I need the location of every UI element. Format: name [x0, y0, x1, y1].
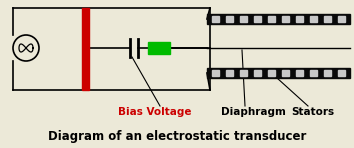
- Bar: [240, 70, 247, 76]
- Bar: [148, 42, 170, 54]
- Bar: [207, 68, 350, 78]
- Bar: [268, 70, 275, 76]
- Bar: [82, 8, 89, 90]
- Bar: [282, 70, 289, 76]
- Text: Bias Voltage: Bias Voltage: [118, 107, 192, 117]
- Bar: [296, 70, 303, 76]
- Bar: [207, 14, 350, 24]
- Text: Diaphragm: Diaphragm: [221, 107, 285, 117]
- Bar: [296, 16, 303, 22]
- Bar: [240, 16, 247, 22]
- Bar: [268, 16, 275, 22]
- Bar: [226, 70, 233, 76]
- Bar: [212, 16, 219, 22]
- Bar: [310, 16, 317, 22]
- Bar: [254, 70, 261, 76]
- Bar: [282, 16, 289, 22]
- Bar: [226, 16, 233, 22]
- Text: Diagram of an electrostatic transducer: Diagram of an electrostatic transducer: [48, 130, 306, 143]
- Bar: [324, 70, 331, 76]
- Bar: [254, 16, 261, 22]
- Bar: [338, 70, 345, 76]
- Bar: [324, 16, 331, 22]
- Bar: [310, 70, 317, 76]
- Bar: [338, 16, 345, 22]
- Text: Stators: Stators: [291, 107, 335, 117]
- Bar: [212, 70, 219, 76]
